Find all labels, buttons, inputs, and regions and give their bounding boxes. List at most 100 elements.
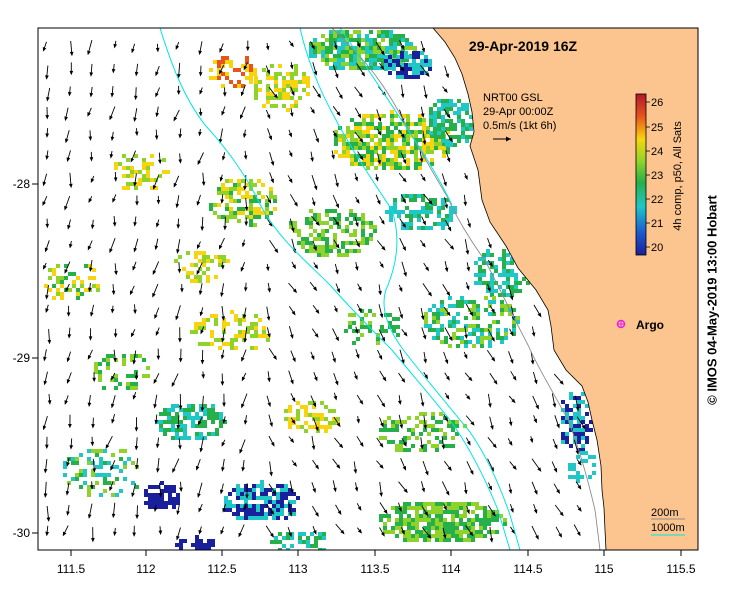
- sst-pixel: [199, 432, 203, 436]
- sst-pixel: [365, 241, 369, 245]
- current-arrowhead-icon: [333, 44, 338, 50]
- current-arrowhead-icon: [267, 288, 271, 293]
- sst-pixel: [249, 199, 253, 203]
- sst-pixel: [262, 104, 266, 108]
- sst-pixel: [440, 312, 444, 316]
- sst-pixel: [441, 202, 445, 206]
- current-arrowhead-icon: [133, 117, 137, 123]
- sst-pixel: [386, 162, 390, 166]
- sst-pixel: [443, 436, 447, 440]
- sst-pixel: [399, 440, 403, 444]
- current-arrowhead-icon: [198, 111, 203, 117]
- current-arrowhead-icon: [133, 95, 138, 101]
- sst-pixel: [72, 284, 76, 288]
- sst-pixel: [134, 370, 138, 374]
- sst-pixel: [414, 142, 418, 146]
- argo-float-marker[interactable]: Argo: [616, 318, 664, 332]
- sst-pixel: [496, 328, 500, 332]
- sst-pixel: [163, 428, 167, 432]
- sst-pixel: [435, 518, 439, 522]
- sst-pixel: [390, 138, 394, 142]
- sst-pixel: [474, 273, 478, 277]
- sst-pixel: [409, 214, 413, 218]
- sst-pixel: [396, 75, 400, 79]
- current-arrowhead-icon: [64, 268, 68, 274]
- sst-pixel: [234, 338, 238, 342]
- sst-pixel: [415, 514, 419, 518]
- current-arrowhead-icon: [466, 440, 471, 446]
- sst-pixel: [486, 249, 490, 253]
- sst-pixel: [403, 538, 407, 542]
- sst-pixel: [568, 475, 572, 479]
- sst-pixel: [250, 326, 254, 330]
- sst-pixel: [561, 432, 565, 436]
- sst-pixel: [167, 420, 171, 424]
- current-arrowhead-icon: [274, 248, 279, 254]
- sst-pixel: [122, 186, 126, 190]
- sst-pixel: [510, 293, 514, 297]
- current-arrowhead-icon: [268, 135, 272, 141]
- sst-pixel: [387, 416, 391, 420]
- current-arrowhead-icon: [463, 354, 468, 360]
- sst-pixel: [167, 428, 171, 432]
- sst-pixel: [565, 420, 569, 424]
- sst-pixel: [346, 130, 350, 134]
- sst-pixel: [494, 269, 498, 273]
- sst-pixel: [126, 174, 130, 178]
- sst-pixel: [581, 444, 585, 448]
- sst-pixel: [439, 526, 443, 530]
- sst-pixel: [354, 142, 358, 146]
- sst-pixel: [237, 68, 241, 72]
- sst-pixel: [209, 68, 213, 72]
- sst-pixel: [313, 229, 317, 233]
- sst-pixel: [431, 506, 435, 510]
- current-arrowhead-icon: [356, 242, 360, 248]
- sst-pixel: [502, 257, 506, 261]
- sst-pixel: [353, 213, 357, 217]
- sst-pixel: [429, 226, 433, 230]
- sst-pixel: [298, 540, 302, 544]
- current-arrowhead-icon: [132, 266, 136, 271]
- current-arrowhead-icon: [66, 511, 70, 516]
- current-arrowhead-icon: [130, 332, 135, 338]
- current-arrowhead-icon: [535, 404, 539, 410]
- sst-pixel: [142, 358, 146, 362]
- sst-pixel: [95, 449, 99, 453]
- sst-pixel: [345, 38, 349, 42]
- sst-pixel: [412, 71, 416, 75]
- sst-pixel: [325, 237, 329, 241]
- sst-pixel: [60, 292, 64, 296]
- sst-pixel: [484, 328, 488, 332]
- sst-pixel: [573, 432, 577, 436]
- sst-pixel: [393, 54, 397, 58]
- sst-pixel: [401, 38, 405, 42]
- current-arrowhead-icon: [311, 445, 316, 451]
- sst-pixel: [237, 191, 241, 195]
- sst-pixel: [217, 64, 221, 68]
- sst-pixel: [374, 158, 378, 162]
- sst-pixel: [296, 409, 300, 413]
- sst-pixel: [244, 484, 248, 488]
- current-arrowhead-icon: [199, 447, 204, 453]
- sst-pixel: [418, 130, 422, 134]
- sst-pixel: [264, 500, 268, 504]
- sst-pixel: [333, 34, 337, 38]
- sst-pixel: [152, 505, 156, 509]
- sst-pixel: [221, 84, 225, 88]
- sst-pixel: [302, 80, 306, 84]
- current-arrowhead-icon: [241, 376, 246, 382]
- sst-pixel: [424, 63, 428, 67]
- current-arrowhead-icon: [47, 339, 52, 345]
- current-arrowhead-icon: [45, 75, 49, 80]
- current-arrowhead-icon: [222, 419, 227, 424]
- sst-pixel: [418, 162, 422, 166]
- current-arrowhead-icon: [463, 489, 468, 495]
- sst-pixel: [99, 457, 103, 461]
- sst-pixel: [225, 76, 229, 80]
- sst-pixel: [242, 318, 246, 322]
- sst-pixel: [245, 60, 249, 64]
- sst-pixel: [394, 166, 398, 170]
- sst-pixel: [225, 195, 229, 199]
- sst-pixel: [455, 534, 459, 538]
- sst-pixel: [460, 304, 464, 308]
